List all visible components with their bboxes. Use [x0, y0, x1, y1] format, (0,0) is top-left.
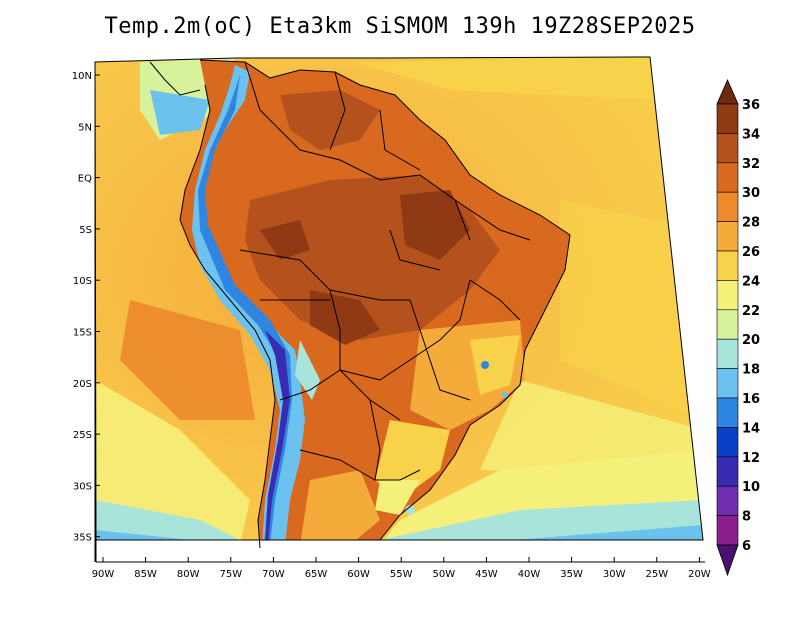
lat-label: 30S [73, 481, 92, 492]
lat-label: 5N [78, 122, 92, 133]
temperature-colorbar: 36 34 32 30 28 26 24 22 20 18 16 14 12 10 8 6 [716, 79, 760, 577]
colorbar-segment [716, 427, 739, 458]
colorbar-segment [716, 221, 739, 252]
colorbar-bottom-arrow [716, 544, 739, 577]
lat-label: 10N [72, 71, 92, 82]
lat-label: 15S [73, 328, 92, 339]
lon-label: 70W [262, 569, 285, 580]
colorbar-label: 24 [742, 274, 760, 289]
longitude-axis: 90W 85W 80W 75W 70W 65W 60W 55W 50W 45W 40W 35W 30W 2… [92, 557, 711, 580]
lon-label: 65W [305, 569, 328, 580]
colorbar-top-arrow [716, 79, 739, 105]
colorbar-segment [716, 338, 739, 369]
lon-label: 40W [518, 569, 541, 580]
colorbar-label: 28 [742, 216, 760, 231]
colorbar-segment [716, 397, 739, 428]
lon-label: 50W [432, 569, 455, 580]
lon-label: 90W [92, 569, 115, 580]
lon-label: 60W [347, 569, 370, 580]
colorbar-segment [716, 191, 739, 222]
lon-label: 75W [219, 569, 242, 580]
colorbar-label: 14 [742, 421, 760, 436]
lon-label: 85W [134, 569, 157, 580]
lat-label: 35S [73, 533, 92, 544]
lon-label: 30W [603, 569, 626, 580]
colorbar-segment [716, 456, 739, 487]
lat-label: 5S [79, 225, 92, 236]
colorbar-segment [716, 133, 739, 164]
colorbar-label: 20 [742, 333, 760, 348]
colorbar-label: 36 [742, 98, 760, 113]
map-domain [95, 57, 703, 540]
country-borders [149, 59, 571, 549]
lon-label: 25W [645, 569, 668, 580]
colorbar-label: 6 [742, 539, 751, 554]
colorbar-segment [716, 250, 739, 281]
lon-label: 45W [475, 569, 498, 580]
lon-label: 80W [177, 569, 200, 580]
colorbar-segment [716, 280, 739, 311]
colorbar-label: 18 [742, 363, 760, 378]
colorbar-segment [716, 485, 739, 516]
colorbar-label: 8 [742, 510, 751, 525]
colorbar-label: 10 [742, 480, 760, 495]
lon-label: 20W [688, 569, 711, 580]
lat-label: 10S [73, 276, 92, 287]
colorbar-label: 12 [742, 451, 760, 466]
colorbar-label: 16 [742, 392, 760, 407]
colorbar-label: 32 [742, 157, 760, 172]
lon-label: 35W [560, 569, 583, 580]
latitude-axis: 10N 5N EQ 5S 10S 15S 20S 25S 30S 35S [72, 71, 100, 544]
lon-label: 55W [390, 569, 413, 580]
colorbar-segment [716, 309, 739, 340]
colorbar-label: 34 [742, 127, 760, 142]
colorbar-label: 22 [742, 304, 760, 319]
lat-label: EQ [78, 174, 92, 185]
colorbar-segment [716, 515, 739, 546]
lat-label: 20S [73, 379, 92, 390]
colorbar-segment [716, 103, 739, 134]
map-title: Temp.2m(oC) Eta3km SiSMOM 139h 19Z28SEP2… [104, 14, 696, 39]
colorbar-segment [716, 162, 739, 193]
colorbar-label: 26 [742, 245, 760, 260]
colorbar-label: 30 [742, 186, 760, 201]
lat-label: 25S [73, 430, 92, 441]
colorbar-segment [716, 368, 739, 399]
